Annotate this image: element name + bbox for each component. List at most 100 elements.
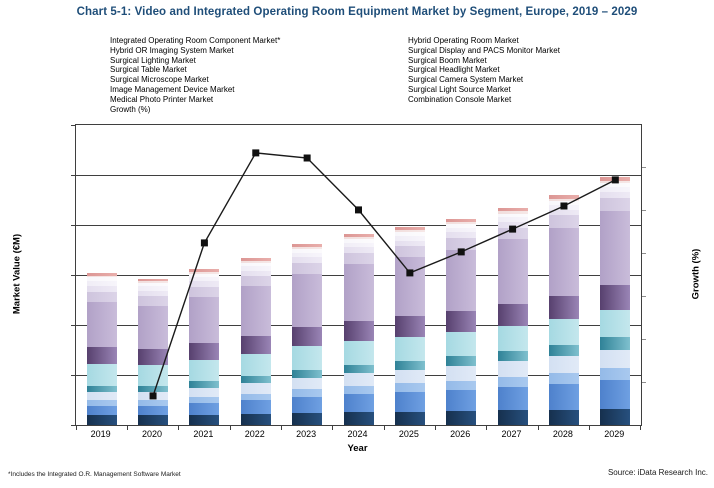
- bar-segment: [189, 271, 220, 274]
- bar-segment: [600, 198, 631, 212]
- left-axis-tick: [71, 174, 75, 176]
- bar-segment: [446, 232, 477, 239]
- legend-item: Surgical Boom Market: [408, 55, 487, 65]
- bar-segment: [394, 369, 425, 384]
- bar-segment: [86, 302, 117, 347]
- bar-segment: [292, 248, 323, 253]
- bar-segment: [86, 347, 117, 364]
- bar-segment: [240, 375, 271, 383]
- bar-segment: [548, 198, 579, 201]
- bar-segment: [343, 386, 374, 395]
- bar-segment: [343, 320, 374, 341]
- bar-segment: [240, 413, 271, 425]
- bar-segment: [343, 373, 374, 386]
- chart-title: Chart 5-1: Video and Integrated Operatin…: [76, 6, 638, 18]
- bar-segment: [138, 296, 169, 306]
- bar-segment: [394, 246, 425, 258]
- bar-segment: [446, 411, 477, 425]
- legend-item: Image Management Device Market: [110, 84, 235, 94]
- legend-item: Surgical Microscope Market: [110, 75, 209, 85]
- bar-segment: [189, 414, 220, 425]
- bar-segment: [86, 386, 117, 392]
- bar-segment: [240, 260, 271, 263]
- bar-segment: [240, 266, 271, 271]
- bar-segment: [343, 238, 374, 243]
- bar-segment: [138, 386, 169, 392]
- bar-segment: [189, 396, 220, 404]
- year-label: 2021: [193, 429, 214, 439]
- bar-segment: [240, 400, 271, 414]
- bar-segment: [497, 304, 528, 326]
- bar-segment: [497, 376, 528, 387]
- bar-segment: [86, 392, 117, 401]
- growth-marker: [149, 392, 157, 400]
- x-axis-tick: [178, 426, 180, 430]
- bar-segment: [548, 356, 579, 373]
- growth-marker: [303, 154, 311, 162]
- y-axis-title-right: Growth (%): [690, 248, 702, 300]
- bar-segment: [292, 252, 323, 257]
- bar-segment: [343, 252, 374, 264]
- x-axis-tick: [229, 426, 231, 430]
- bar-segment: [446, 366, 477, 381]
- legend-column-left: Integrated Operating Room Component Mark…: [110, 36, 280, 114]
- plot-area: [71, 124, 646, 430]
- year-label: 2028: [552, 429, 573, 439]
- bar-segment: [292, 377, 323, 390]
- bar-segment: [497, 217, 528, 222]
- bar-segment: [497, 208, 528, 212]
- bar-segment: [343, 394, 374, 413]
- bar-segment: [394, 316, 425, 337]
- legend-item: Surgical Display and PACS Monitor Market: [408, 45, 560, 55]
- x-axis-tick-labels: 2019 2020 2021 2022 2023 2024 2025 2026 2027 2028…: [75, 429, 640, 439]
- bar-segment: [240, 262, 271, 267]
- legend-item: Hybrid Operating Room Market: [408, 36, 519, 45]
- right-axis-tick: [642, 167, 646, 169]
- x-axis-tick: [75, 426, 77, 430]
- bar-segment: [394, 336, 425, 361]
- bar-segment: [189, 381, 220, 388]
- bar-segment: [138, 290, 169, 296]
- bar-segment: [86, 285, 117, 292]
- bar-segment: [548, 383, 579, 410]
- bar-segment: [189, 277, 220, 282]
- bar-segment: [343, 247, 374, 253]
- bar-segment: [189, 296, 220, 343]
- bar-segment: [292, 273, 323, 328]
- left-axis-tick: [71, 424, 75, 426]
- year-label: 2022: [244, 429, 265, 439]
- x-axis-tick: [126, 426, 128, 430]
- bar-segment: [600, 379, 631, 409]
- legend-column-right: Hybrid Operating Room Market Surgical Dis…: [408, 36, 560, 105]
- bar-segment: [497, 221, 528, 228]
- year-label: 2029: [604, 429, 625, 439]
- bar-segment: [292, 327, 323, 347]
- bar-segment: [189, 342, 220, 360]
- bar-segment: [394, 230, 425, 233]
- bar-segment: [240, 393, 271, 401]
- bar-segment: [138, 365, 169, 386]
- bar-segment: [600, 192, 631, 199]
- bar-segment: [497, 410, 528, 425]
- bar-segment: [548, 344, 579, 357]
- bar-segment: [292, 412, 323, 425]
- source-note: Source: iData Research Inc.: [607, 468, 708, 477]
- left-axis-tick: [71, 324, 75, 326]
- bar-segment: [548, 409, 579, 425]
- bar-segment: [497, 239, 528, 305]
- bar-segment: [240, 286, 271, 336]
- x-axis-tick: [280, 426, 282, 430]
- bar-segment: [600, 408, 631, 425]
- bar-segment: [86, 277, 117, 282]
- bar-segment: [600, 285, 631, 310]
- bar-segment: [86, 291, 117, 302]
- bar-segment: [394, 392, 425, 412]
- bar-segment: [86, 406, 117, 415]
- bar-segment: [343, 364, 374, 374]
- bar-segment: [497, 325, 528, 351]
- bar-segment: [240, 275, 271, 287]
- growth-marker: [406, 269, 414, 277]
- x-axis-tick: [589, 426, 591, 430]
- footnote: *Includes the Integrated O.R. Management…: [8, 471, 181, 478]
- bar-segment: [138, 286, 169, 291]
